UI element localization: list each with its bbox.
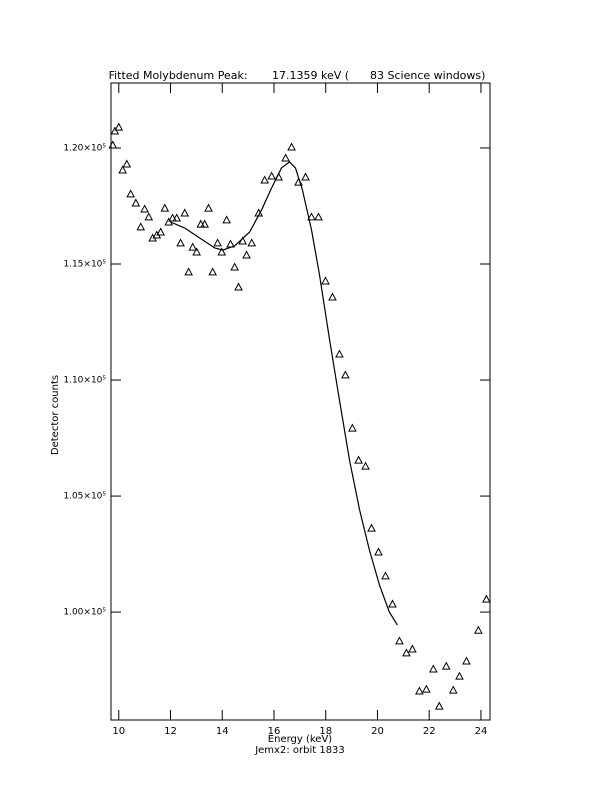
- data-point: [388, 599, 397, 608]
- data-point: [131, 198, 141, 207]
- data-point: [140, 204, 149, 213]
- data-point: [367, 523, 376, 532]
- annotation: Jemx2: orbit 1833: [254, 745, 345, 756]
- chart-title: Fitted Molybdenum Peak: 17.1359 keV ( 83…: [109, 69, 486, 82]
- data-point: [321, 276, 330, 285]
- data-point: [118, 165, 127, 174]
- x-tick-label: 18: [319, 726, 332, 737]
- data-point: [247, 238, 257, 247]
- data-point: [126, 189, 135, 198]
- data-point: [180, 208, 190, 217]
- data-point: [136, 222, 146, 231]
- data-point: [108, 140, 118, 149]
- y-tick-label: 1.20×10⁵: [63, 143, 106, 153]
- y-tick-label: 1.15×10⁵: [63, 260, 106, 270]
- data-point: [242, 250, 251, 259]
- x-tick-label: 24: [475, 726, 488, 737]
- data-point: [230, 262, 239, 271]
- data-point: [200, 219, 209, 228]
- data-point: [260, 175, 270, 184]
- x-tick-label: 20: [371, 726, 384, 737]
- data-point: [408, 644, 417, 653]
- data-point: [415, 686, 424, 695]
- x-tick-label: 10: [112, 726, 125, 737]
- data-point: [307, 212, 316, 221]
- data-point: [482, 594, 491, 603]
- data-point: [328, 292, 337, 301]
- data-point: [441, 661, 451, 670]
- data-point: [434, 701, 444, 710]
- data-point: [455, 671, 464, 680]
- data-point: [361, 461, 370, 470]
- data-point: [462, 656, 471, 665]
- x-tick-label: 14: [216, 726, 229, 737]
- y-axis-label: Detector counts: [50, 375, 61, 455]
- data-point: [341, 370, 350, 379]
- y-tick-label: 1.00×10⁵: [63, 608, 106, 618]
- data-point: [374, 547, 383, 556]
- data-point: [348, 423, 357, 432]
- data-point: [402, 648, 411, 657]
- data-point: [354, 455, 363, 464]
- data-point: [188, 242, 198, 251]
- data-point: [429, 664, 438, 673]
- data-point: [144, 212, 154, 221]
- data-point: [314, 212, 323, 221]
- data-point: [172, 213, 182, 222]
- data-point: [208, 267, 218, 276]
- data-point: [422, 684, 431, 693]
- data-point: [335, 349, 344, 358]
- data-point: [184, 267, 193, 276]
- data-point: [281, 153, 290, 162]
- data-point: [474, 625, 483, 634]
- x-tick-label: 22: [423, 726, 436, 737]
- data-point: [395, 636, 404, 645]
- data-point: [176, 238, 185, 247]
- data-point: [301, 172, 310, 181]
- data-point: [217, 247, 227, 256]
- data-point: [192, 247, 201, 256]
- plot-frame: [110, 82, 491, 721]
- data-point: [160, 203, 170, 212]
- data-point: [287, 142, 296, 151]
- fit-line: [170, 161, 398, 626]
- data-point: [110, 126, 120, 135]
- data-point: [267, 171, 276, 180]
- data-point: [168, 213, 177, 222]
- data-point: [222, 215, 231, 224]
- y-tick-label: 1.05×10⁵: [63, 492, 106, 502]
- data-point: [164, 217, 174, 226]
- data-point: [381, 571, 390, 580]
- data-point: [448, 685, 458, 694]
- data-point: [156, 227, 166, 236]
- data-point: [204, 203, 213, 212]
- x-axis-label: Energy (keV): [268, 734, 333, 745]
- x-tick-label: 12: [164, 726, 177, 737]
- data-point: [213, 238, 222, 247]
- x-tick-label: 16: [268, 726, 281, 737]
- data-point: [114, 122, 124, 131]
- data-point: [234, 282, 243, 291]
- y-tick-label: 1.10×10⁵: [63, 376, 106, 386]
- data-point: [122, 159, 132, 168]
